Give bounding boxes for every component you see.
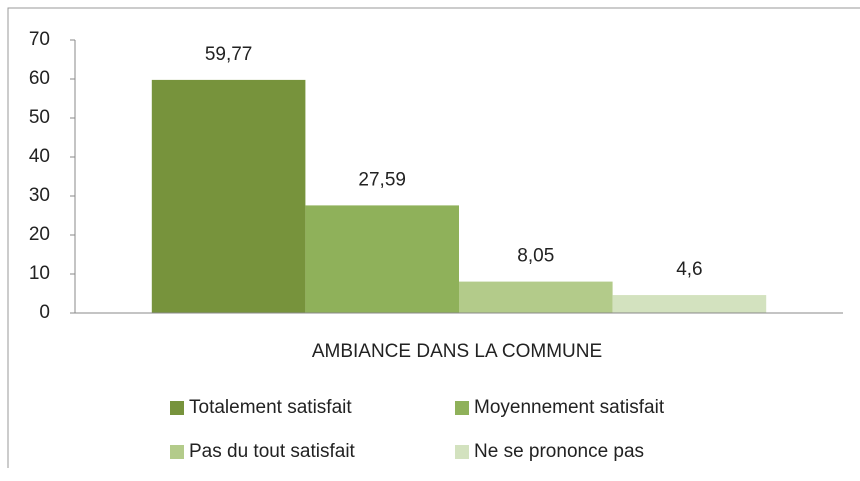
legend-label: Pas du tout satisfait — [189, 441, 356, 462]
bar — [612, 295, 767, 313]
legend-swatch — [455, 445, 469, 459]
y-tick-label: 0 — [39, 302, 50, 323]
legend-label: Ne se prononce pas — [474, 441, 644, 462]
data-label: 4,6 — [676, 259, 702, 280]
data-label: 59,77 — [205, 44, 253, 65]
y-tick-label: 40 — [29, 146, 50, 167]
data-label: 27,59 — [358, 169, 406, 190]
y-tick-label: 30 — [29, 185, 50, 206]
y-tick-label: 50 — [29, 107, 50, 128]
y-tick-label: 60 — [29, 68, 50, 89]
y-tick-label: 70 — [29, 29, 50, 50]
bar — [459, 281, 613, 313]
y-tick-label: 10 — [29, 263, 50, 284]
legend-swatch — [170, 445, 184, 459]
legend-swatch — [455, 401, 469, 415]
bar — [305, 205, 459, 313]
bar — [151, 79, 306, 313]
legend-label: Moyennement satisfait — [474, 397, 665, 418]
legend-label: Totalement satisfait — [189, 397, 352, 418]
y-tick-label: 20 — [29, 224, 50, 245]
legend-swatch — [170, 401, 184, 415]
chart-border — [7, 7, 860, 468]
data-label: 8,05 — [517, 246, 554, 267]
x-tick-label: AMBIANCE DANS LA COMMUNE — [312, 341, 602, 362]
